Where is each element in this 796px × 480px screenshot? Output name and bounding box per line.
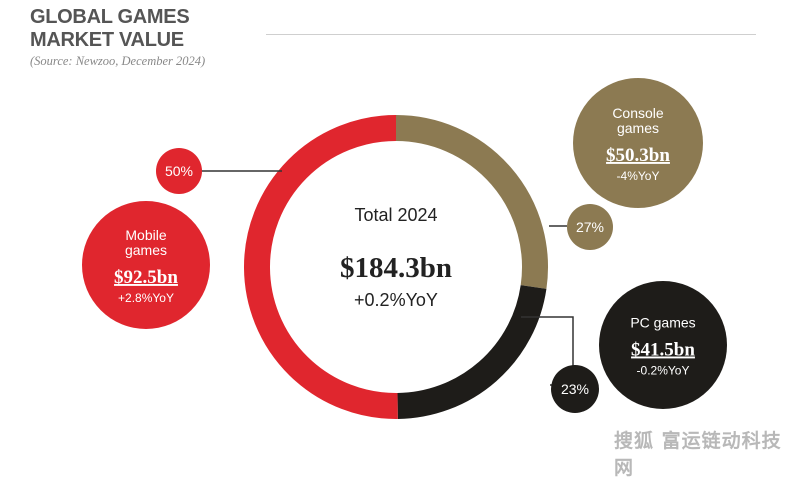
info-bubble-pc [599, 281, 727, 409]
center-total-value: $184.3bn [340, 252, 452, 284]
title-line-1: GLOBAL GAMES [30, 6, 190, 28]
category-name-pc: PC games [630, 315, 695, 331]
share-label-mobile: 50% [165, 163, 193, 179]
center-yoy-change: +0.2%YoY [354, 290, 438, 310]
watermark: 搜狐 富运链动科技网 [614, 430, 782, 479]
share-badge-pc [551, 365, 599, 413]
share-badge-mobile [156, 148, 202, 194]
category-name-mobile: games [125, 242, 167, 258]
donut-segment-console [395, 115, 548, 289]
center-label: Total 2024 [354, 205, 437, 225]
donut-segment-mobile [244, 115, 398, 419]
category-value-mobile: $92.5bn [114, 267, 178, 288]
info-bubble-console [573, 78, 703, 208]
share-label-pc: 23% [561, 381, 589, 397]
donut-chart: Total 2024 $184.3bn +0.2%YoY 50% 27% 23% Mobil… [82, 78, 727, 419]
header-rule [266, 34, 756, 35]
category-value-console: $50.3bn [606, 145, 670, 166]
category-yoy-console: -4%YoY [617, 169, 660, 183]
category-name-mobile: Mobile [125, 227, 166, 243]
category-yoy-pc: -0.2%YoY [637, 364, 690, 378]
donut-segment-pc [397, 284, 547, 419]
share-badge-console [567, 204, 613, 250]
share-label-console: 27% [576, 219, 604, 235]
info-bubble-mobile [82, 201, 210, 329]
category-name-console: games [617, 120, 659, 136]
title-line-2: MARKET VALUE [30, 29, 184, 51]
category-name-console: Console [612, 105, 664, 121]
chart-title: GLOBAL GAMES MARKET VALUE [30, 6, 190, 52]
category-value-pc: $41.5bn [631, 340, 695, 361]
source-note: (Source: Newzoo, December 2024) [30, 54, 206, 68]
category-yoy-mobile: +2.8%YoY [118, 291, 174, 305]
